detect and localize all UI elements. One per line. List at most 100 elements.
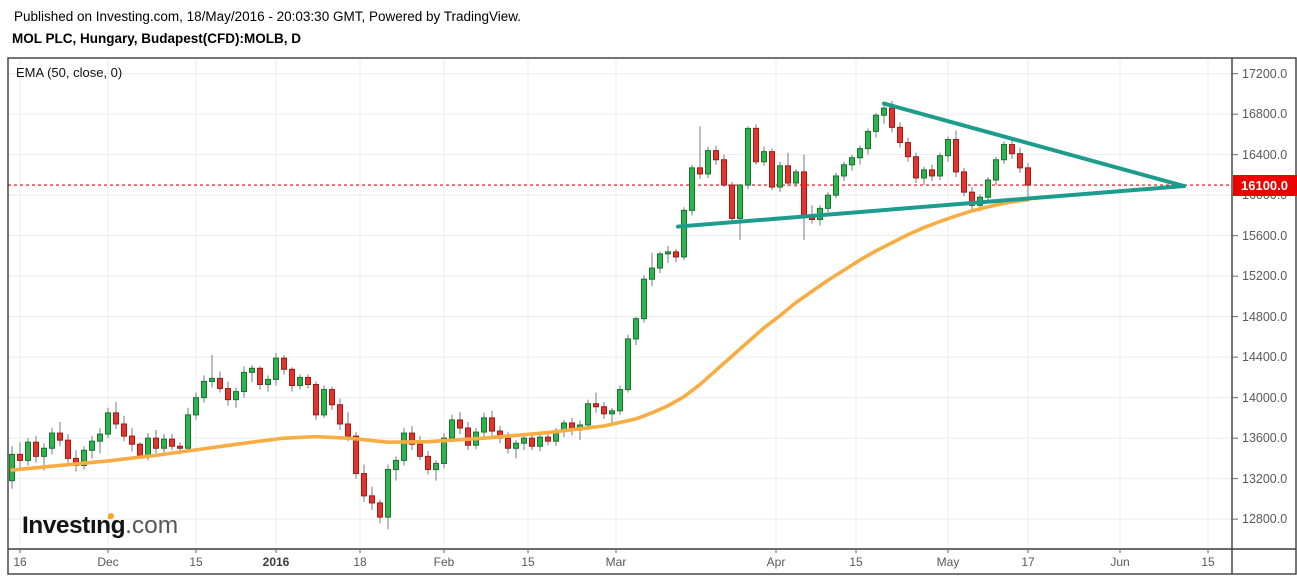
candle-up (633, 318, 639, 340)
time-tick-label: 15 (849, 555, 863, 569)
candle-up (585, 403, 591, 426)
time-tick-label: 15 (189, 555, 203, 569)
candle-up (161, 438, 167, 449)
candle-down (121, 423, 127, 437)
candle-up (433, 462, 439, 471)
price-tick-label: 13200.0 (1242, 471, 1288, 486)
candle-up (833, 175, 839, 196)
candle-up (513, 442, 519, 449)
logo-brand: Investıng (22, 512, 126, 539)
investing-logo: Investıng .com (22, 512, 178, 540)
candle-down (17, 453, 23, 461)
candle-up (993, 159, 999, 181)
candle-down (361, 473, 367, 497)
candle-down (57, 432, 63, 441)
candle-down (753, 127, 759, 163)
candle-down (289, 368, 295, 387)
candle-up (321, 389, 327, 416)
candle-down (465, 427, 471, 446)
price-tick-label: 14000.0 (1242, 390, 1288, 405)
candle-up (249, 367, 255, 373)
candle-up (793, 171, 799, 184)
candle-up (105, 412, 111, 435)
candle-up (1001, 144, 1007, 161)
chart-outer-frame (7, 57, 1297, 575)
candle-down (953, 138, 959, 173)
candle-up (273, 357, 279, 380)
candle-down (489, 417, 495, 432)
candle-up (89, 440, 95, 451)
candle-down (785, 165, 791, 184)
candle-up (441, 437, 447, 464)
time-tick-label: 15 (1201, 555, 1215, 569)
candle-down (313, 383, 319, 416)
ema-indicator-label: EMA (50, close, 0) (16, 65, 123, 80)
price-tick-label: 14400.0 (1242, 350, 1288, 365)
candle-up (481, 417, 487, 433)
candle-up (145, 437, 151, 456)
time-tick-label: 17 (1021, 555, 1035, 569)
candle-down (697, 167, 703, 175)
candle-up (449, 419, 455, 439)
candle-up (865, 130, 871, 150)
candle-up (825, 194, 831, 209)
candle-up (625, 338, 631, 391)
time-tick-label: 2016 (262, 555, 290, 569)
candle-up (857, 148, 863, 159)
candle-down (377, 502, 383, 518)
candle-down (353, 435, 359, 475)
candle-down (409, 432, 415, 445)
candle-down (217, 377, 223, 390)
candle-down (505, 437, 511, 449)
candle-up (209, 377, 215, 382)
candle-up (881, 107, 887, 116)
candle-up (665, 251, 671, 255)
candle-down (593, 403, 599, 408)
price-tick-label: 16400.0 (1242, 147, 1288, 162)
candle-down (1017, 153, 1023, 169)
candle-up (265, 378, 271, 385)
candle-down (305, 376, 311, 385)
candle-up (201, 380, 207, 399)
candle-up (49, 432, 55, 449)
candle-up (609, 410, 615, 415)
candle-down (417, 443, 423, 457)
candle-down (33, 441, 39, 457)
candle-down (1009, 144, 1015, 155)
candle-down (729, 184, 735, 219)
candle-up (657, 253, 663, 269)
candle-down (721, 159, 727, 186)
candle-up (921, 169, 927, 179)
candle-up (393, 459, 399, 471)
candle-up (777, 165, 783, 188)
price-tick-label: 15600.0 (1242, 228, 1288, 243)
candle-up (849, 157, 855, 166)
candle-up (401, 432, 407, 461)
candle-down (329, 389, 335, 406)
candle-up (537, 436, 543, 447)
candle-down (369, 495, 375, 504)
trendline (676, 184, 1186, 229)
candle-up (193, 397, 199, 416)
candle-down (65, 439, 71, 459)
candle-up (873, 114, 879, 132)
candle-up (41, 447, 47, 457)
time-tick-label: Jun (1110, 555, 1130, 569)
candle-down (673, 251, 679, 258)
candle-down (153, 437, 159, 449)
candle-up (185, 414, 191, 449)
time-tick-label: 15 (521, 555, 535, 569)
candle-down (337, 404, 343, 425)
logo-suffix: .com (125, 512, 179, 539)
candle-down (713, 150, 719, 161)
candle-up (81, 449, 87, 466)
candle-down (889, 107, 895, 128)
candle-down (281, 357, 287, 370)
candle-up (681, 209, 687, 258)
candle-down (545, 436, 551, 442)
candle-down (961, 171, 967, 193)
price-tick-label: 17200.0 (1242, 66, 1288, 81)
candle-up (705, 150, 711, 175)
candle-down (425, 455, 431, 471)
